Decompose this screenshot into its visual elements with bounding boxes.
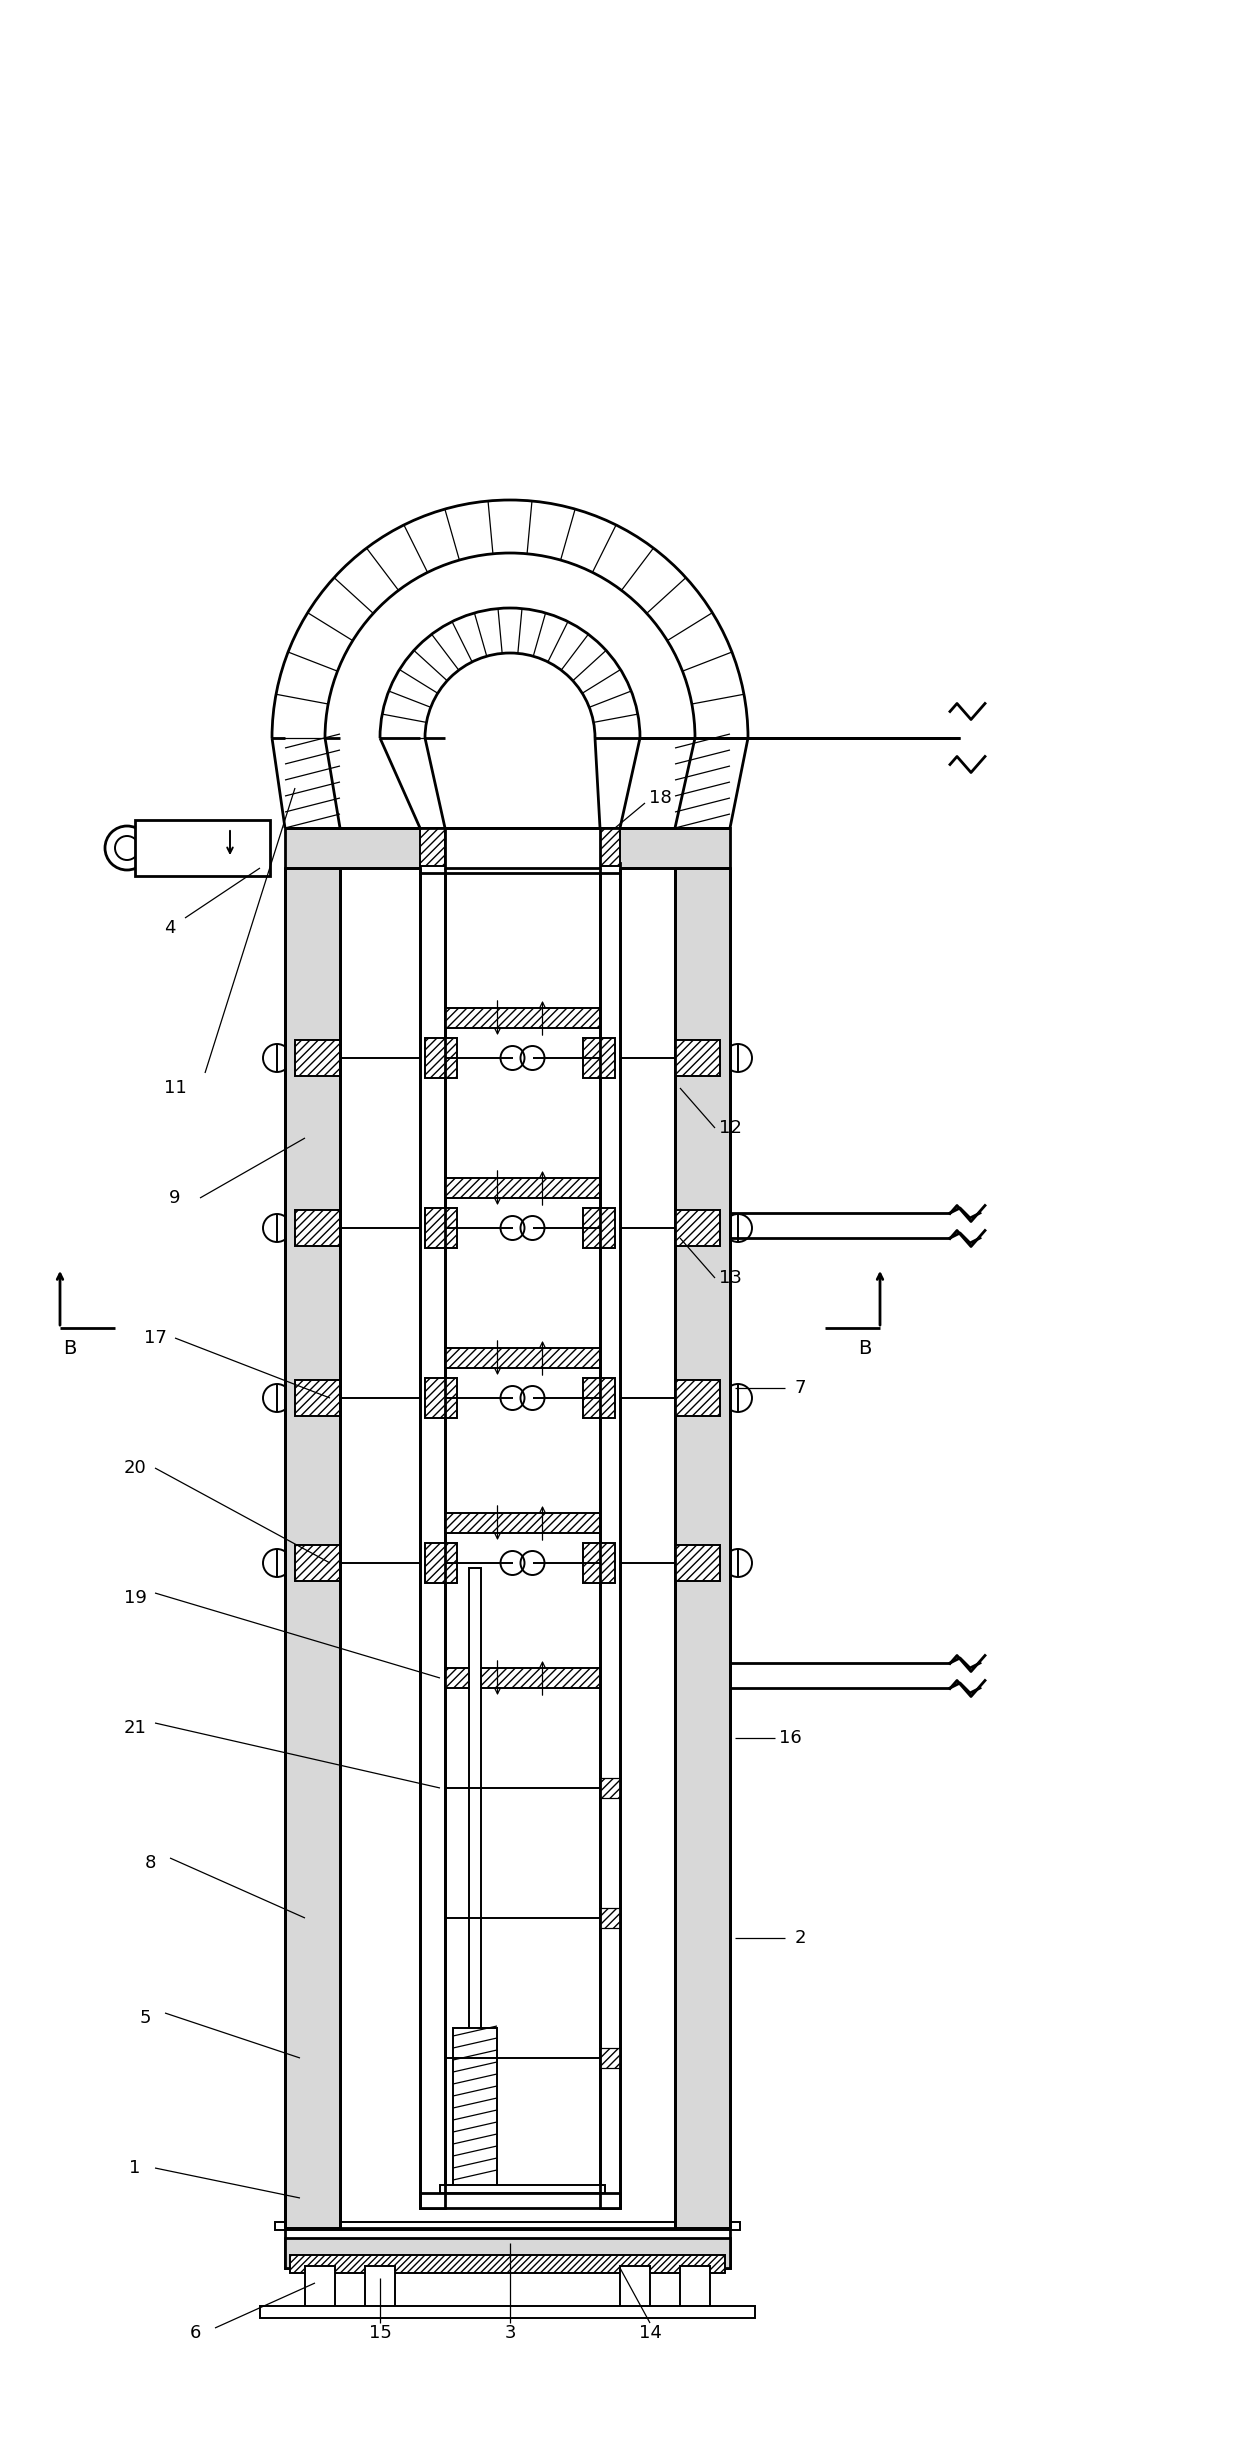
Text: 5: 5: [139, 2009, 151, 2026]
Bar: [675, 1209, 720, 1246]
Text: 16: 16: [779, 1729, 801, 1748]
Bar: [295, 1380, 340, 1416]
Bar: [675, 1041, 720, 1075]
Bar: [285, 2226, 730, 2267]
Bar: [583, 1377, 615, 1419]
Bar: [295, 1209, 340, 1246]
Bar: [285, 868, 340, 2228]
Text: 14: 14: [639, 2323, 661, 2343]
Bar: [285, 829, 730, 868]
Text: 3: 3: [505, 2323, 516, 2343]
Text: 20: 20: [124, 1458, 146, 1477]
Bar: [135, 819, 270, 875]
Bar: [675, 1546, 720, 1580]
Bar: [583, 1207, 615, 1248]
Bar: [420, 2194, 620, 2209]
Bar: [675, 1380, 720, 1416]
Bar: [469, 1568, 481, 2187]
Text: 7: 7: [795, 1380, 806, 1397]
Circle shape: [105, 826, 149, 870]
Bar: [583, 1039, 615, 1078]
Bar: [600, 1909, 620, 1928]
Bar: [445, 1007, 600, 1029]
Bar: [305, 2265, 335, 2309]
Bar: [600, 868, 620, 2209]
Bar: [420, 868, 445, 2209]
Text: 9: 9: [169, 1190, 181, 1207]
Text: 11: 11: [164, 1080, 186, 1097]
Bar: [675, 868, 730, 2228]
Text: 1: 1: [129, 2160, 140, 2177]
Bar: [445, 829, 600, 868]
Bar: [425, 1207, 458, 1248]
Text: 2: 2: [795, 1928, 806, 1948]
Bar: [295, 1041, 340, 1075]
Bar: [290, 2255, 725, 2272]
Bar: [620, 2265, 650, 2309]
Bar: [600, 2048, 620, 2067]
Bar: [453, 2028, 497, 2187]
Bar: [420, 829, 445, 865]
Bar: [425, 1039, 458, 1078]
Bar: [420, 863, 620, 873]
Bar: [680, 2265, 711, 2309]
Bar: [425, 1377, 458, 1419]
Bar: [440, 2184, 605, 2194]
Text: 6: 6: [190, 2323, 201, 2343]
Text: 15: 15: [368, 2323, 392, 2343]
Bar: [425, 1543, 458, 1582]
Text: B: B: [858, 1338, 872, 1358]
Text: 21: 21: [124, 1719, 146, 1736]
Text: 18: 18: [649, 790, 671, 807]
Bar: [583, 1543, 615, 1582]
Text: 12: 12: [718, 1119, 742, 1136]
Bar: [260, 2306, 755, 2319]
Text: 8: 8: [144, 1853, 156, 1872]
Bar: [445, 1348, 600, 1368]
Bar: [445, 1514, 600, 1534]
Bar: [275, 2221, 740, 2231]
Bar: [445, 1668, 600, 1687]
Text: B: B: [63, 1338, 77, 1358]
Text: 13: 13: [718, 1270, 742, 1287]
Text: 19: 19: [124, 1590, 146, 1607]
Bar: [445, 1178, 600, 1197]
Bar: [295, 1546, 340, 1580]
Bar: [600, 1777, 620, 1797]
Bar: [600, 829, 620, 865]
Bar: [285, 2238, 730, 2267]
Text: 17: 17: [144, 1329, 166, 1348]
Text: 4: 4: [164, 919, 176, 936]
Bar: [365, 2265, 396, 2309]
